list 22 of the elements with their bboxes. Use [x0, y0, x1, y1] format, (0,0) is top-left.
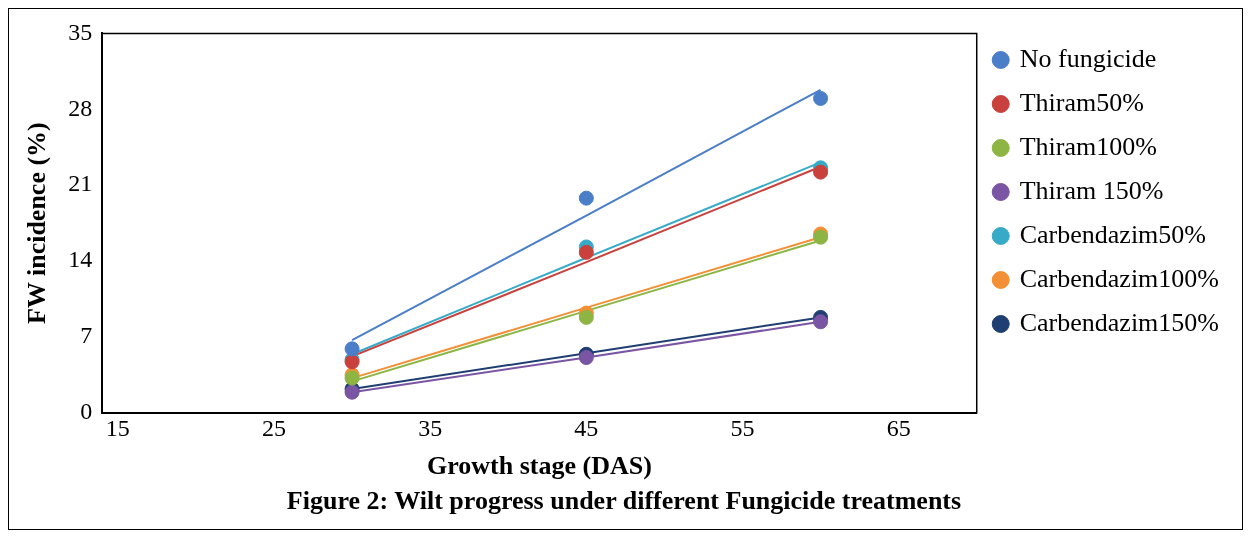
x-tick-label: 55 [730, 415, 755, 442]
y-tick-label: 21 [68, 170, 93, 197]
x-tick-label: 65 [886, 415, 911, 442]
legend-label: Carbendazim150% [1019, 307, 1219, 337]
x-axis-title: Growth stage (DAS) [427, 450, 652, 480]
y-tick-label: 35 [68, 18, 93, 45]
legend-label: No fungicide [1019, 43, 1157, 73]
y-tick-label: 28 [68, 94, 93, 121]
legend-label: Carbendazim100% [1019, 263, 1219, 293]
x-tick-label: 25 [261, 415, 286, 442]
legend-label: Thiram100% [1019, 131, 1157, 161]
legend-label: Carbendazim50% [1019, 219, 1206, 249]
y-axis-title: FW incidence (%) [22, 122, 52, 324]
x-tick-label: 45 [574, 415, 599, 442]
legend-label: Thiram50% [1019, 87, 1144, 117]
x-tick-label: 15 [105, 415, 130, 442]
legend-label: Thiram 150% [1019, 175, 1164, 205]
text: Figure 2: Wilt progress under different Fungicide treatments [286, 486, 962, 516]
y-tick-label: 0 [80, 398, 93, 425]
y-tick-label: 14 [68, 246, 93, 273]
x-tick-label: 35 [418, 415, 443, 442]
y-tick-label: 7 [80, 322, 93, 349]
